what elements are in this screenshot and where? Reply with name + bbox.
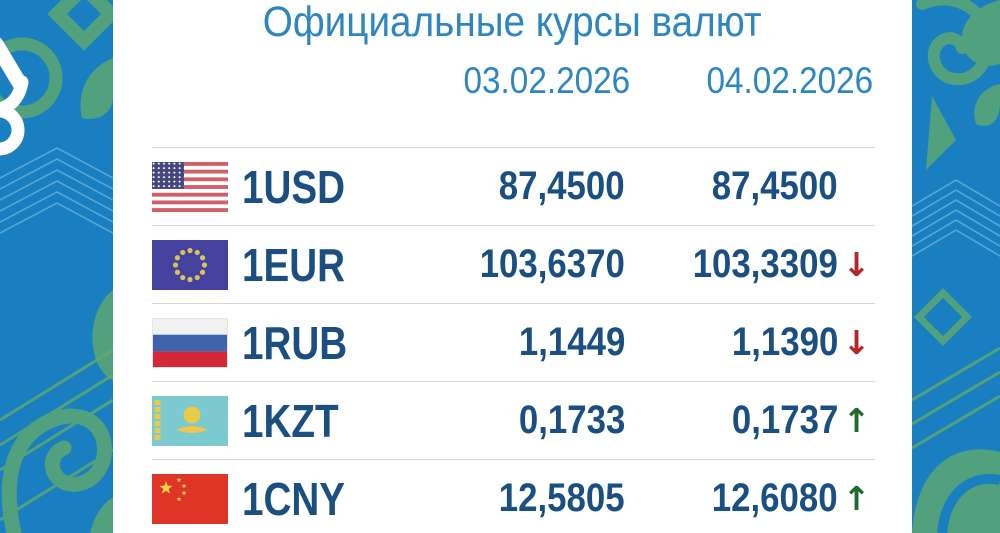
cny-flag-icon: [152, 473, 228, 524]
currency-code: 1RUB: [242, 316, 348, 369]
flag-cell: [152, 161, 230, 212]
rate-prev: 0,1733: [518, 398, 625, 442]
rate-curr: 0,1737: [731, 398, 838, 442]
flag-cell: [152, 395, 230, 446]
rate-curr: 87,4500: [712, 164, 838, 208]
usd-flag-icon: [152, 161, 228, 212]
rates-table: 1USD 87,4500 87,4500: [152, 147, 875, 533]
table-row-cny: 1CNY 12,5805 12,6080 ↑: [152, 459, 875, 533]
rub-flag-icon: [152, 317, 228, 368]
rate-prev: 103,6370: [479, 242, 625, 286]
currency-code: 1USD: [242, 160, 346, 213]
eur-flag-icon: [152, 239, 228, 290]
trend-arrow: ↑: [842, 479, 871, 518]
table-row-eur: 1EUR 103,6370 103,3309 ↓: [152, 225, 875, 303]
trend-arrow: ↓: [842, 245, 871, 284]
table-row-rub: 1RUB 1,1449 1,1390 ↓: [152, 303, 875, 381]
rate-prev: 87,4500: [499, 164, 625, 208]
kzt-flag-icon: [152, 395, 228, 446]
partial-white-letter-fragment: [0, 37, 29, 156]
rate-curr: 103,3309: [692, 242, 838, 286]
rates-panel: Официальные курсы валют 03.02.2026 04.02…: [113, 0, 912, 533]
table-row-kzt: 1KZT 0,1733 0,1737 ↑: [152, 381, 875, 459]
date-header-row: 03.02.2026 04.02.2026: [113, 59, 912, 103]
rate-curr: 12,6080: [712, 476, 838, 520]
rate-prev: 12,5805: [499, 476, 625, 520]
flag-cell: [152, 473, 230, 524]
page-title: Официальные курсы валют: [113, 0, 912, 50]
currency-code: 1KZT: [242, 394, 339, 447]
rate-curr: 1,1390: [731, 320, 838, 364]
trend-arrow: ↓: [842, 323, 871, 362]
date-column-left: 03.02.2026: [463, 60, 630, 101]
flag-cell: [152, 317, 230, 368]
right-ornament-decoration: [912, 0, 1000, 533]
currency-code: 1EUR: [242, 238, 346, 291]
currency-code: 1CNY: [242, 472, 346, 525]
page-title-text: Официальные курсы валют: [263, 0, 762, 46]
date-column-right: 04.02.2026: [706, 60, 873, 101]
rate-prev: 1,1449: [518, 320, 625, 364]
table-row-usd: 1USD 87,4500 87,4500: [152, 147, 875, 225]
trend-arrow: ↑: [842, 401, 871, 440]
flag-cell: [152, 239, 230, 290]
left-ornament-decoration: [0, 0, 113, 533]
